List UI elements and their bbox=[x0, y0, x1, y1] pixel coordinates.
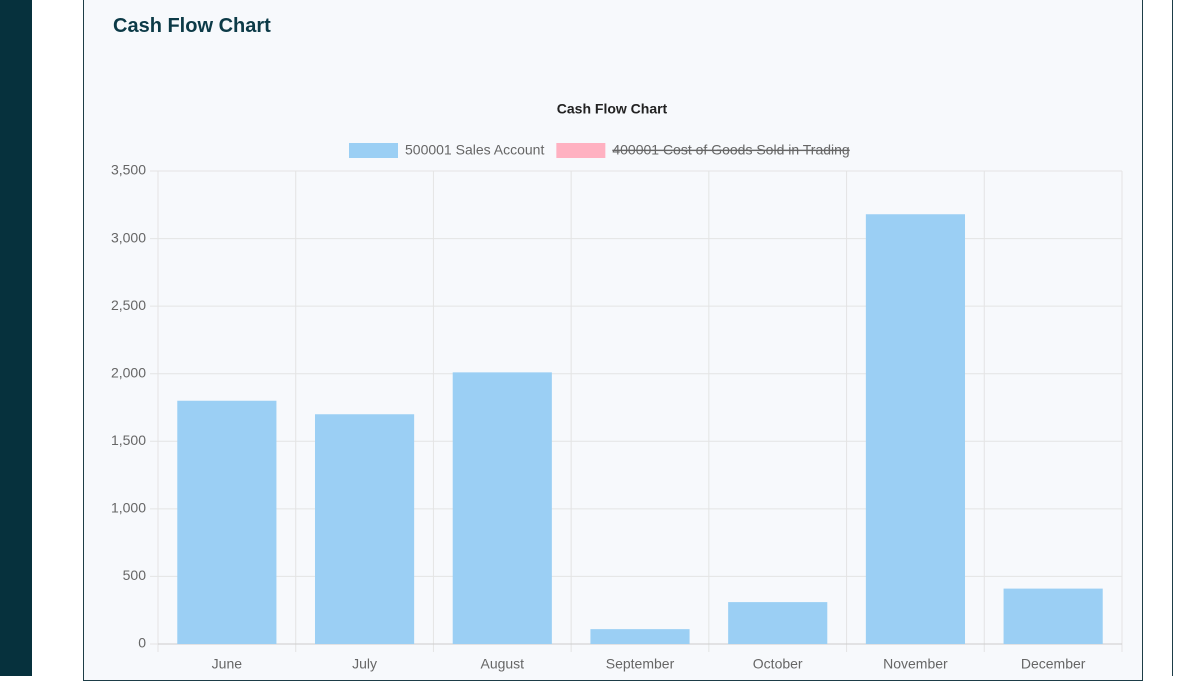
y-tick-label: 500 bbox=[123, 567, 147, 583]
x-tick-label: August bbox=[480, 656, 524, 672]
x-tick-label: September bbox=[606, 656, 675, 672]
bar bbox=[728, 602, 828, 644]
bar bbox=[1003, 588, 1103, 644]
legend-swatch bbox=[349, 143, 398, 158]
bar bbox=[590, 629, 690, 644]
y-tick-label: 1,500 bbox=[111, 432, 146, 448]
y-tick-label: 2,500 bbox=[111, 297, 146, 313]
bar bbox=[177, 400, 277, 644]
legend-label: 500001 Sales Account bbox=[405, 142, 544, 158]
x-tick-label: November bbox=[883, 656, 948, 672]
legend-swatch bbox=[556, 143, 606, 158]
bar bbox=[314, 414, 415, 644]
bar bbox=[452, 372, 552, 644]
chart-title: Cash Flow Chart bbox=[557, 101, 668, 117]
y-tick-label: 3,500 bbox=[111, 162, 146, 178]
legend-label: 400001 Cost of Goods Sold in Trading bbox=[612, 142, 849, 158]
y-tick-label: 3,000 bbox=[111, 229, 146, 245]
divider bbox=[1172, 0, 1173, 676]
x-tick-label: October bbox=[753, 656, 803, 672]
y-tick-label: 2,000 bbox=[111, 364, 146, 380]
y-tick-label: 0 bbox=[138, 635, 146, 651]
x-tick-label: June bbox=[212, 656, 243, 672]
x-tick-label: July bbox=[352, 656, 377, 672]
y-tick-label: 1,000 bbox=[111, 500, 146, 516]
sidebar bbox=[0, 0, 32, 676]
heading: Cash Flow Chart bbox=[113, 15, 271, 37]
x-tick-label: December bbox=[1021, 656, 1086, 672]
bar bbox=[865, 214, 966, 644]
